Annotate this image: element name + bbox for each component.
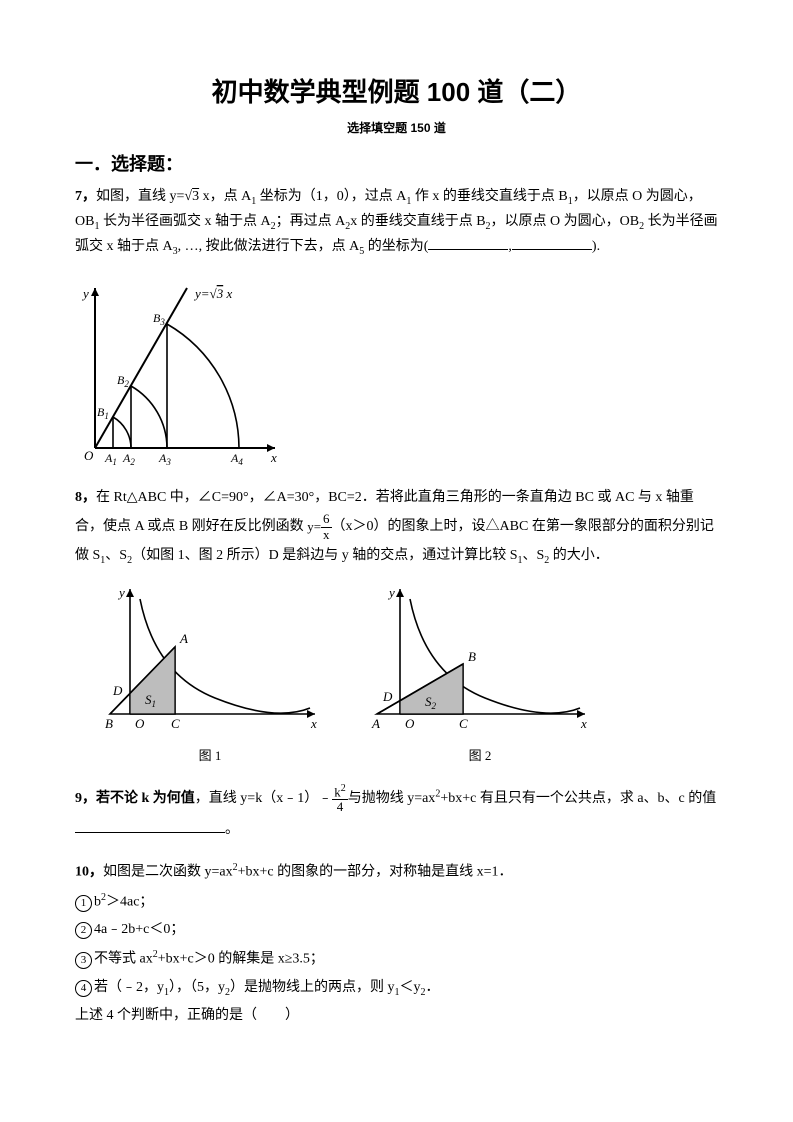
svg-text:O: O [405,716,415,731]
q8-formula: y=6x [307,512,331,542]
q7-text: 如图，直线 [96,189,170,204]
q10-footer: 上述 4 个判断中，正确的是（ ） [75,1004,718,1028]
svg-text:A1: A1 [104,451,117,467]
q10-opt2: 24a﹣2b+c＜0； [75,918,718,942]
svg-text:y: y [81,286,89,301]
diagram-q8-fig2: y x O A C B D S2 图 2 [365,579,595,767]
q9-number: 9， [75,791,96,806]
question-9: 9，若不论 k 为何值，直线 y=k（x﹣1）﹣k24与抛物线 y=ax2+bx… [75,783,718,846]
svg-text:C: C [459,716,468,731]
svg-text:D: D [382,689,393,704]
fig2-caption: 图 2 [365,745,595,767]
circled-4: 4 [75,980,92,997]
circled-2: 2 [75,922,92,939]
page-subtitle: 选择填空题 150 道 [75,118,718,138]
svg-text:A3: A3 [158,451,171,467]
svg-text:x: x [270,450,277,465]
svg-text:O: O [84,448,94,463]
q10-opt1: 1b2＞4ac； [75,889,718,914]
svg-text:A4: A4 [230,451,243,467]
q7-formula: y=√3 x [170,189,210,204]
diagram-q8-fig1: y x O B C A D S1 图 1 [95,579,325,767]
q10-number: 10， [75,865,103,880]
q8-number: 8， [75,490,96,505]
question-7: 7，如图，直线 y=√3 x，点 A1 坐标为（1，0），过点 A1 作 x 的… [75,185,718,259]
question-10-stem: 10，如图是二次函数 y=ax2+bx+c 的图象的一部分，对称轴是直线 x=1… [75,859,718,884]
question-8: 8，在 Rt△ABC 中，∠C=90°，∠A=30°，BC=2．若将此直角三角形… [75,484,718,570]
diagram-q8-row: y x O B C A D S1 图 1 y x O A C B [95,579,718,767]
svg-text:x: x [310,716,317,731]
diagram-q7: y x O y=√3 x A1 A2 A3 A4 B1 B2 B3 [75,278,718,477]
q10-opt3: 3不等式 ax2+bx+c＞0 的解集是 x≥3.5； [75,946,718,971]
q7-blank-2[interactable] [512,235,592,250]
q9-bold: 若不论 k 为何值 [96,791,195,806]
q7-blank-1[interactable] [428,235,508,250]
svg-text:A: A [179,631,188,646]
svg-text:O: O [135,716,145,731]
svg-text:B: B [468,649,476,664]
svg-text:A: A [371,716,380,731]
circled-1: 1 [75,895,92,912]
svg-text:B3: B3 [153,311,165,327]
svg-text:C: C [171,716,180,731]
svg-text:B2: B2 [117,373,129,389]
section-header: 一．选择题： [75,149,718,180]
q10-opt4: 4若（﹣2，y1），（5，y2）是抛物线上的两点，则 y1＜y2． [75,976,718,1001]
q9-formula: k24 [332,783,348,815]
svg-text:A2: A2 [122,451,135,467]
svg-text:y=√3 x: y=√3 x [193,286,232,301]
svg-text:x: x [580,716,587,731]
q7-number: 7， [75,189,96,204]
svg-text:B: B [105,716,113,731]
q9-blank[interactable] [75,818,225,833]
svg-text:D: D [112,683,123,698]
svg-text:y: y [117,585,125,600]
page-title: 初中数学典型例题 100 道（二） [75,70,718,114]
svg-text:y: y [387,585,395,600]
circled-3: 3 [75,952,92,969]
svg-text:B1: B1 [97,405,109,421]
fig1-caption: 图 1 [95,745,325,767]
